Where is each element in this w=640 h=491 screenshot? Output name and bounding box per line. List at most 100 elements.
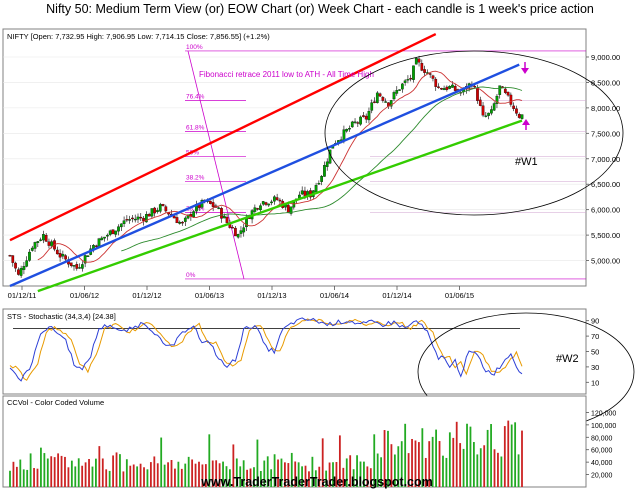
volume-bar: [342, 467, 345, 487]
candle-body: [437, 86, 440, 88]
volume-bar: [266, 456, 269, 487]
candle-body: [33, 242, 37, 249]
volume-bar: [146, 469, 149, 487]
candle-body: [453, 85, 457, 91]
candle-body: [431, 75, 435, 79]
volume-bar: [373, 434, 376, 487]
volume-bar: [359, 461, 362, 487]
candle-body: [136, 216, 140, 220]
candle-body: [186, 214, 190, 219]
candle-body: [111, 229, 115, 235]
channel-top-line: [9, 33, 437, 242]
candle-body: [234, 227, 237, 237]
volume-bar: [204, 464, 207, 487]
candle-body: [395, 90, 399, 94]
volume-bar: [277, 459, 279, 487]
volume-bar: [356, 455, 358, 487]
volume-bar: [273, 454, 276, 487]
candle-body: [39, 239, 42, 241]
volume-bar: [201, 464, 204, 487]
candle-body: [473, 85, 477, 88]
stochastic-tick-label: 90: [591, 317, 599, 326]
volume-bar: [290, 452, 293, 487]
price-panel: 100%76.4%61.8%50%38.2%23.6%0% 9,000.008,…: [2, 28, 624, 300]
arrow-up-marker: [522, 119, 530, 130]
candle-body: [303, 190, 307, 197]
volume-bar: [455, 421, 458, 487]
candle-body: [506, 91, 510, 96]
volume-bar: [112, 455, 114, 487]
chart-title: Nifty 50: Medium Term View (or) EOW Char…: [46, 2, 594, 16]
candle-body: [261, 201, 265, 205]
fib-level-label: 38.2%: [186, 175, 205, 182]
candle-body: [423, 69, 426, 73]
volume-bar: [225, 466, 228, 487]
volume-bar: [393, 454, 396, 487]
volume-bar: [280, 458, 283, 487]
candle-body: [86, 255, 90, 257]
volume-bar: [466, 423, 468, 487]
volume-bar: [263, 460, 266, 487]
volume-bar: [26, 469, 29, 487]
volume-bars: [9, 420, 523, 487]
volume-bar: [249, 468, 252, 487]
volume-bar: [270, 469, 273, 487]
candle-body: [370, 102, 374, 111]
volume-bar: [40, 447, 42, 487]
candle-body: [122, 220, 126, 225]
candle-body: [64, 255, 68, 260]
candle-body: [19, 268, 23, 276]
volume-bar: [335, 461, 338, 487]
candle-body: [445, 86, 449, 90]
stochastic-axis: 90 70 50 30 10: [586, 317, 599, 387]
candle-body: [217, 207, 221, 209]
candle-body: [420, 63, 424, 71]
fib-annotation: Fibonacci retrace 2011 low to ATH - All …: [199, 70, 374, 79]
volume-bar: [105, 469, 108, 487]
candle-body: [22, 266, 26, 270]
candle-body: [103, 236, 106, 239]
volume-bar: [91, 466, 94, 487]
candle-body: [25, 260, 29, 267]
volume-bar: [448, 432, 451, 487]
volume-bar: [414, 440, 417, 487]
candle-body: [156, 210, 159, 212]
candle-body: [476, 87, 479, 101]
fib-level-label: 76.4%: [186, 94, 205, 101]
candle-body: [289, 206, 293, 214]
candle-body: [208, 200, 212, 204]
wave-w1-label: #W1: [515, 156, 538, 168]
candle-body: [492, 103, 496, 111]
candle-body: [69, 262, 73, 266]
volume-bar: [211, 460, 214, 487]
stochastic-tick-label: 10: [591, 378, 599, 387]
candle-body: [178, 221, 182, 224]
volume-bar: [301, 466, 303, 487]
volume-bar: [156, 463, 159, 487]
price-tick-label: 7,500.00: [591, 129, 620, 138]
candle-body: [264, 202, 268, 205]
candle-body: [161, 204, 165, 206]
candle-body: [398, 89, 401, 91]
candle-body: [100, 237, 104, 241]
volume-bar: [9, 470, 11, 487]
volume-bar: [472, 442, 475, 487]
candle-body: [478, 99, 482, 106]
candle-body: [375, 92, 379, 104]
volume-bar: [304, 465, 307, 487]
candle-body: [239, 230, 243, 234]
candle-body: [192, 211, 196, 218]
volume-bar: [387, 430, 389, 487]
time-axis: 01/12/11 01/06/12 01/12/12 01/06/13 01/12/13…: [8, 286, 474, 300]
candle-body: [389, 100, 393, 107]
volume-bar: [431, 436, 434, 487]
candle-body: [373, 101, 376, 103]
volume-bar: [259, 471, 262, 487]
candle-body: [384, 101, 388, 103]
volume-bar: [325, 470, 328, 487]
volume-bar: [404, 423, 407, 487]
volume-bar: [297, 462, 300, 487]
candle-body: [36, 241, 40, 243]
volume-bar: [366, 466, 369, 487]
